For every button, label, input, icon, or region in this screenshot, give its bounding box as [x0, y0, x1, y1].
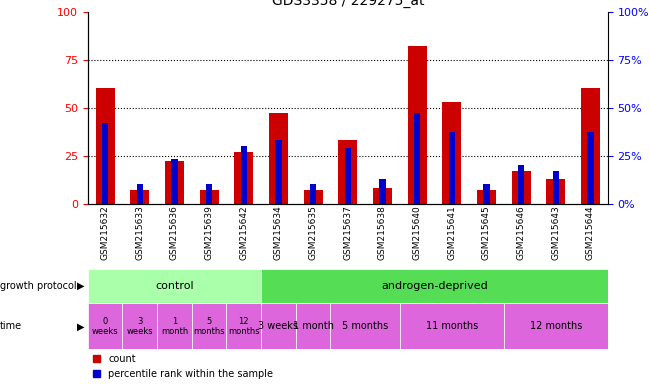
Bar: [380, 179, 385, 204]
Bar: [504, 303, 608, 349]
Bar: [581, 88, 600, 204]
Bar: [344, 148, 351, 204]
Bar: [442, 102, 462, 204]
Bar: [338, 140, 358, 204]
Text: 12 months: 12 months: [530, 321, 582, 331]
Bar: [588, 132, 593, 204]
Bar: [477, 190, 496, 204]
Bar: [102, 123, 108, 204]
Text: growth protocol: growth protocol: [0, 281, 77, 291]
Text: time: time: [0, 321, 22, 331]
Bar: [96, 88, 114, 204]
Legend: count, percentile rank within the sample: count, percentile rank within the sample: [92, 354, 273, 379]
Bar: [304, 190, 322, 204]
Text: 3 weeks: 3 weeks: [259, 321, 298, 331]
Bar: [165, 161, 184, 204]
Bar: [206, 184, 212, 204]
Bar: [192, 303, 226, 349]
Bar: [88, 303, 122, 349]
Text: 1 month: 1 month: [292, 321, 333, 331]
Bar: [400, 303, 504, 349]
Bar: [130, 190, 150, 204]
Bar: [269, 113, 288, 204]
Bar: [408, 46, 426, 204]
Text: ▶: ▶: [77, 321, 85, 331]
Bar: [136, 184, 143, 204]
Bar: [200, 190, 218, 204]
Text: 12
months: 12 months: [228, 317, 259, 336]
Bar: [546, 179, 566, 204]
Text: 5 months: 5 months: [342, 321, 388, 331]
Bar: [518, 165, 524, 204]
Bar: [261, 269, 608, 303]
Bar: [512, 171, 530, 204]
Bar: [88, 269, 261, 303]
Bar: [261, 303, 296, 349]
Text: 5
months: 5 months: [193, 317, 225, 336]
Bar: [484, 184, 489, 204]
Bar: [310, 184, 316, 204]
Bar: [157, 303, 192, 349]
Bar: [122, 303, 157, 349]
Bar: [373, 188, 392, 204]
Text: control: control: [155, 281, 194, 291]
Bar: [330, 303, 400, 349]
Bar: [172, 159, 177, 204]
Text: 3
weeks: 3 weeks: [127, 317, 153, 336]
Bar: [296, 303, 330, 349]
Bar: [234, 152, 254, 204]
Bar: [448, 132, 455, 204]
Text: 0
weeks: 0 weeks: [92, 317, 118, 336]
Title: GDS3358 / 229275_at: GDS3358 / 229275_at: [272, 0, 424, 8]
Text: 1
month: 1 month: [161, 317, 188, 336]
Text: androgen-deprived: androgen-deprived: [381, 281, 488, 291]
Bar: [276, 140, 281, 204]
Bar: [552, 171, 559, 204]
Bar: [240, 146, 247, 204]
Bar: [414, 113, 420, 204]
Bar: [226, 303, 261, 349]
Text: ▶: ▶: [77, 281, 85, 291]
Text: 11 months: 11 months: [426, 321, 478, 331]
